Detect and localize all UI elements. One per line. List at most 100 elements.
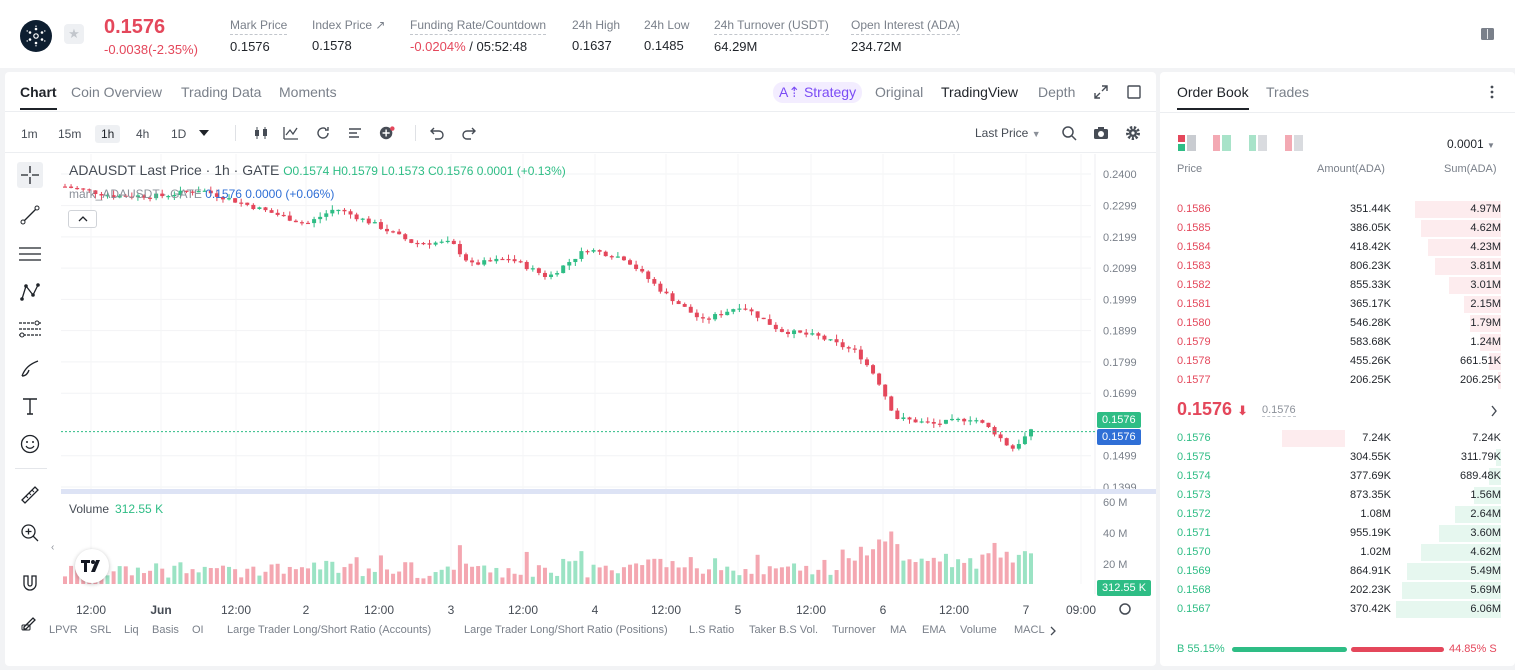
brush-icon[interactable] <box>17 355 43 381</box>
favorite-star-icon[interactable]: ★ <box>64 24 84 44</box>
indicator-taker-bs[interactable]: Taker B.S Vol. <box>749 624 819 636</box>
candle-body <box>585 251 590 253</box>
expand-icon[interactable] <box>1094 85 1108 99</box>
emoji-icon[interactable] <box>17 431 43 457</box>
fib-retracement-icon[interactable] <box>17 317 43 343</box>
indicator-turnover[interactable]: Turnover <box>832 624 876 636</box>
bid-row[interactable]: 0.1572 1.08M 2.64M <box>1160 505 1515 524</box>
ask-row[interactable]: 0.1583 806.23K 3.81M <box>1160 257 1515 276</box>
bid-row[interactable]: 0.1569 864.91K 5.49M <box>1160 562 1515 581</box>
ask-row[interactable]: 0.1578 455.26K 661.51K <box>1160 352 1515 371</box>
strategy-button[interactable]: A⇡ Strategy <box>773 82 863 103</box>
bid-row[interactable]: 0.1574 377.69K 689.48K <box>1160 467 1515 486</box>
price-type-select[interactable]: Last Price ▼ <box>975 126 1041 140</box>
indicator-oi[interactable]: OI <box>192 624 204 636</box>
bid-row[interactable]: 0.1570 1.02M 4.62M <box>1160 543 1515 562</box>
expand-drawbar-icon[interactable]: ‹ <box>51 542 55 553</box>
book-icon[interactable] <box>1481 28 1495 40</box>
gear-icon[interactable] <box>1125 125 1141 141</box>
more-icon[interactable] <box>1490 85 1494 99</box>
tab-coin-overview[interactable]: Coin Overview <box>71 84 163 100</box>
bid-row[interactable]: 0.1567 370.42K 6.06M <box>1160 600 1515 619</box>
ask-row[interactable]: 0.1580 546.28K 1.79M <box>1160 314 1515 333</box>
ask-row[interactable]: 0.1581 365.17K 2.15M <box>1160 295 1515 314</box>
ask-row[interactable]: 0.1585 386.05K 4.62M <box>1160 219 1515 238</box>
refresh-icon[interactable] <box>315 125 331 141</box>
ask-row[interactable]: 0.1577 206.25K 206.25K <box>1160 371 1515 390</box>
indicator-srl[interactable]: SRL <box>90 624 112 636</box>
add-indicator-icon[interactable] <box>379 125 395 141</box>
camera-icon[interactable] <box>1093 125 1109 141</box>
ask-row[interactable]: 0.1579 583.68K 1.24M <box>1160 333 1515 352</box>
mid-price[interactable]: 0.1576 ⬇ <box>1177 399 1248 419</box>
interval-4h[interactable]: 4h <box>136 127 150 141</box>
book-asks-icon[interactable] <box>1285 135 1303 151</box>
zoom-in-icon[interactable] <box>17 520 43 546</box>
tab-trades[interactable]: Trades <box>1266 84 1310 100</box>
interval-15m[interactable]: 15m <box>58 127 82 141</box>
view-depth[interactable]: Depth <box>1038 84 1076 100</box>
candles-icon[interactable] <box>253 125 269 141</box>
indicator-ma[interactable]: MA <box>890 624 907 636</box>
candle-body <box>172 194 177 197</box>
chevron-right-icon[interactable] <box>1049 626 1057 636</box>
ruler-icon[interactable] <box>17 482 43 508</box>
indicators-icon[interactable] <box>283 125 299 141</box>
bid-row[interactable]: 0.1575 304.55K 311.79K <box>1160 448 1515 467</box>
book-bids-icon[interactable] <box>1249 135 1267 151</box>
candlestick-chart[interactable]: 0.2400 0.2299 0.2199 0.2099 0.1999 0.1899 0.17… <box>61 154 1156 666</box>
indicator-ls-accounts[interactable]: Large Trader Long/Short Ratio (Accounts) <box>227 624 432 636</box>
magnet-icon[interactable] <box>17 570 43 596</box>
ask-row[interactable]: 0.1586 351.44K 4.97M <box>1160 200 1515 219</box>
bid-row[interactable]: 0.1576 7.24K 7.24K <box>1160 429 1515 448</box>
indicator-lpvr[interactable]: LPVR <box>49 624 78 636</box>
candle-body <box>306 222 311 225</box>
window-icon[interactable] <box>1127 85 1141 99</box>
book-both-icon[interactable] <box>1178 135 1196 151</box>
x-tick-label: 12:00 <box>364 603 394 617</box>
tradingview-logo[interactable] <box>75 549 109 583</box>
ask-row[interactable]: 0.1582 855.33K 3.01M <box>1160 276 1515 295</box>
volume-bar <box>488 572 493 584</box>
view-original[interactable]: Original <box>875 84 924 100</box>
indicator-ls-ratio[interactable]: L.S Ratio <box>689 624 735 636</box>
chevron-down-icon[interactable] <box>199 130 209 136</box>
redo-icon[interactable] <box>461 125 477 141</box>
tab-moments[interactable]: Moments <box>279 84 337 100</box>
indicator-ema[interactable]: EMA <box>922 624 946 636</box>
undo-icon[interactable] <box>429 125 445 141</box>
search-icon[interactable] <box>1061 125 1077 141</box>
crosshair-icon[interactable] <box>17 162 43 188</box>
indicator-liq[interactable]: Liq <box>124 624 139 636</box>
view-tradingview[interactable]: TradingView <box>941 84 1019 100</box>
book-mixed-icon[interactable] <box>1213 135 1231 151</box>
bid-row[interactable]: 0.1571 955.19K 3.60M <box>1160 524 1515 543</box>
candle-body <box>220 196 225 200</box>
indicator-ls-positions[interactable]: Large Trader Long/Short Ratio (Positions… <box>464 624 668 636</box>
horizontal-lines-icon[interactable] <box>17 241 43 267</box>
bid-row[interactable]: 0.1568 202.23K 5.69M <box>1160 581 1515 600</box>
precision-select[interactable]: 0.0001 ▼ <box>1447 137 1495 151</box>
settings-list-icon[interactable] <box>347 125 363 141</box>
indicator-volume[interactable]: Volume <box>960 624 997 636</box>
tab-order-book[interactable]: Order Book <box>1177 84 1249 110</box>
interval-1m[interactable]: 1m <box>21 127 38 141</box>
tab-trading-data[interactable]: Trading Data <box>181 84 262 100</box>
trendline-icon[interactable] <box>17 202 43 228</box>
candle-body <box>931 422 936 424</box>
ask-row[interactable]: 0.1584 418.42K 4.23M <box>1160 238 1515 257</box>
candle-body <box>761 317 766 320</box>
chevron-right-icon[interactable] <box>1490 405 1498 417</box>
indicator-basis[interactable]: Basis <box>152 624 179 636</box>
text-tool-icon[interactable] <box>17 393 43 419</box>
pattern-icon[interactable] <box>17 279 43 305</box>
interval-1d[interactable]: 1D <box>171 127 187 141</box>
edit-lock-icon[interactable] <box>17 608 43 634</box>
interval-1h[interactable]: 1h <box>95 125 121 143</box>
collapse-legend-button[interactable] <box>68 210 97 228</box>
price-chart[interactable]: 0.2400 0.2299 0.2199 0.2099 0.1999 0.1899 0.17… <box>61 154 1156 666</box>
bid-row[interactable]: 0.1573 873.35K 1.56M <box>1160 486 1515 505</box>
volume-bar <box>494 567 499 584</box>
tab-chart[interactable]: Chart <box>20 84 57 110</box>
indicator-macd[interactable]: MACL <box>1014 624 1045 636</box>
